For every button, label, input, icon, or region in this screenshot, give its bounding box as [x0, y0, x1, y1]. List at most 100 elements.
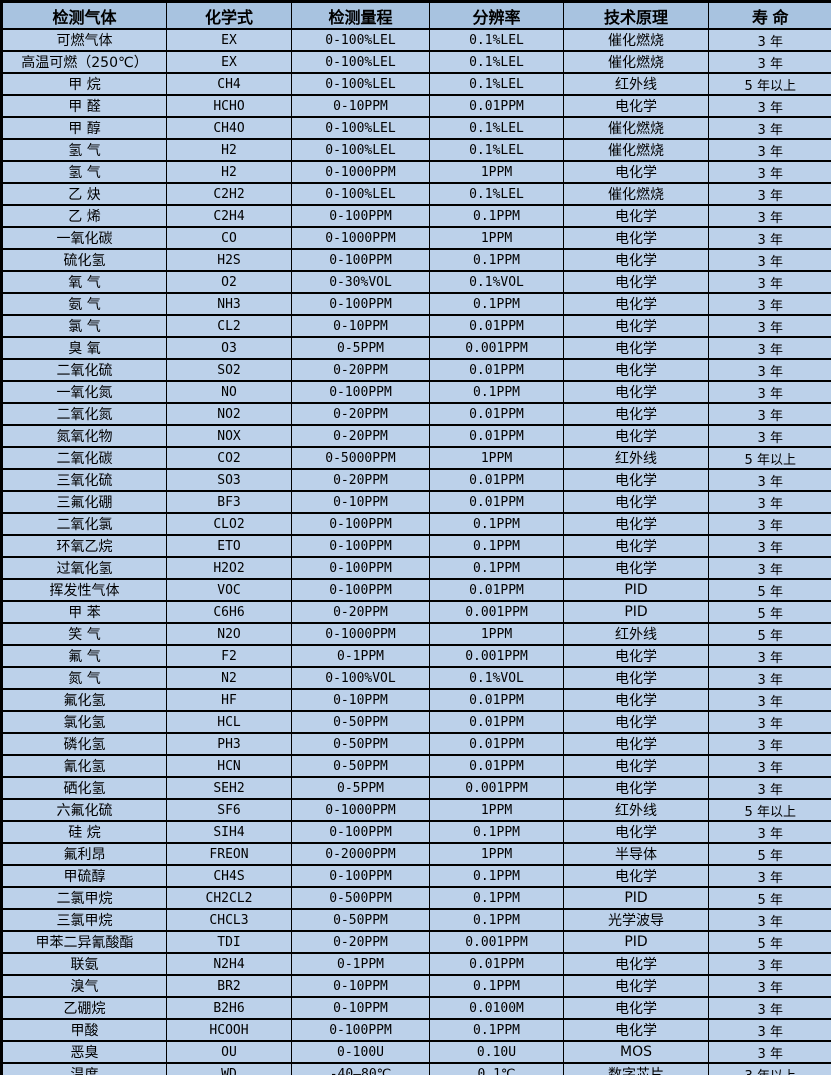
cell-range: 0-30%VOL	[291, 270, 430, 294]
cell-gas: 甲 烷	[1, 72, 167, 96]
cell-range: 0-100%LEL	[291, 28, 430, 52]
cell-range: 0-100PPM	[291, 578, 430, 602]
cell-range: 0-1000PPM	[291, 160, 430, 184]
cell-formula: N2O	[166, 622, 292, 646]
table-row: 乙 炔 C2H2 0-100%LEL 0.1%LEL 催化燃烧 3 年	[1, 182, 831, 206]
cell-range: 0-20PPM	[291, 930, 430, 954]
cell-resolution: 0.1PPM	[429, 1018, 564, 1042]
cell-principle: 催化燃烧	[563, 28, 709, 52]
cell-range: 0-10PPM	[291, 688, 430, 712]
cell-resolution: 0.1PPM	[429, 886, 564, 910]
table-row: 氟利昂 FREON 0-2000PPM 1PPM 半导体 5 年	[1, 842, 831, 866]
cell-gas: 过氧化氢	[1, 556, 167, 580]
cell-life: 3 年	[708, 358, 831, 382]
table-row: 甲 苯 C6H6 0-20PPM 0.001PPM PID 5 年	[1, 600, 831, 624]
cell-range: 0-1000PPM	[291, 622, 430, 646]
cell-gas: 氧 气	[1, 270, 167, 294]
table-row: 溴气 BR2 0-10PPM 0.1PPM 电化学 3 年	[1, 974, 831, 998]
cell-gas: 溴气	[1, 974, 167, 998]
cell-range: 0-10PPM	[291, 490, 430, 514]
cell-life: 3 年	[708, 182, 831, 206]
cell-principle: 数字芯片	[563, 1062, 709, 1075]
cell-life: 3 年	[708, 204, 831, 228]
cell-formula: H2O2	[166, 556, 292, 580]
cell-principle: 电化学	[563, 402, 709, 426]
cell-formula: PH3	[166, 732, 292, 756]
table-row: 氰化氢 HCN 0-50PPM 0.01PPM 电化学 3 年	[1, 754, 831, 778]
cell-principle: 红外线	[563, 622, 709, 646]
cell-principle: 电化学	[563, 336, 709, 360]
cell-resolution: 0.01PPM	[429, 358, 564, 382]
cell-range: 0-100PPM	[291, 248, 430, 272]
cell-resolution: 0.1PPM	[429, 908, 564, 932]
cell-range: 0-100PPM	[291, 512, 430, 536]
cell-formula: C6H6	[166, 600, 292, 624]
cell-life: 3 年	[708, 534, 831, 558]
cell-range: 0-100PPM	[291, 292, 430, 316]
cell-gas: 挥发性气体	[1, 578, 167, 602]
cell-formula: SO2	[166, 358, 292, 382]
table-row: 氢 气 H2 0-1000PPM 1PPM 电化学 3 年	[1, 160, 831, 184]
cell-formula: HCHO	[166, 94, 292, 118]
cell-resolution: 0.001PPM	[429, 644, 564, 668]
table-row: 笑 气 N2O 0-1000PPM 1PPM 红外线 5 年	[1, 622, 831, 646]
cell-principle: 电化学	[563, 160, 709, 184]
cell-resolution: 0.1PPM	[429, 820, 564, 844]
cell-principle: 电化学	[563, 996, 709, 1020]
cell-life: 5 年	[708, 842, 831, 866]
cell-formula: CL2	[166, 314, 292, 338]
cell-life: 5 年以上	[708, 72, 831, 96]
cell-gas: 联氨	[1, 952, 167, 976]
cell-range: 0-100%LEL	[291, 50, 430, 74]
cell-range: 0-100%VOL	[291, 666, 430, 690]
cell-resolution: 0.1PPM	[429, 974, 564, 998]
table-row: 一氧化氮 NO 0-100PPM 0.1PPM 电化学 3 年	[1, 380, 831, 404]
table-row: 环氧乙烷 ETO 0-100PPM 0.1PPM 电化学 3 年	[1, 534, 831, 558]
cell-gas: 氮氧化物	[1, 424, 167, 448]
cell-formula: N2H4	[166, 952, 292, 976]
cell-resolution: 0.1PPM	[429, 534, 564, 558]
cell-gas: 二氧化硫	[1, 358, 167, 382]
table-row: 二氯甲烷 CH2CL2 0-500PPM 0.1PPM PID 5 年	[1, 886, 831, 910]
cell-principle: 电化学	[563, 754, 709, 778]
cell-principle: 半导体	[563, 842, 709, 866]
cell-principle: 红外线	[563, 798, 709, 822]
cell-life: 5 年	[708, 578, 831, 602]
cell-principle: 电化学	[563, 270, 709, 294]
cell-resolution: 0.01PPM	[429, 468, 564, 492]
table-row: 一氧化碳 CO 0-1000PPM 1PPM 电化学 3 年	[1, 226, 831, 250]
column-header-principle: 技术原理	[563, 0, 709, 30]
cell-gas: 氢 气	[1, 160, 167, 184]
cell-gas: 二氧化氮	[1, 402, 167, 426]
cell-gas: 甲苯二异氰酸酯	[1, 930, 167, 954]
cell-formula: HCL	[166, 710, 292, 734]
table-row: 甲酸 HCOOH 0-100PPM 0.1PPM 电化学 3 年	[1, 1018, 831, 1042]
cell-range: 0-20PPM	[291, 600, 430, 624]
cell-gas: 氮 气	[1, 666, 167, 690]
cell-gas: 乙 炔	[1, 182, 167, 206]
cell-life: 3 年	[708, 908, 831, 932]
cell-gas: 硒化氢	[1, 776, 167, 800]
cell-principle: 电化学	[563, 644, 709, 668]
cell-resolution: 0.01PPM	[429, 578, 564, 602]
cell-gas: 甲 醛	[1, 94, 167, 118]
cell-life: 3 年以上	[708, 1062, 831, 1075]
cell-range: -40—80℃	[291, 1062, 430, 1075]
cell-principle: 电化学	[563, 974, 709, 998]
cell-range: 0-500PPM	[291, 886, 430, 910]
cell-principle: PID	[563, 886, 709, 910]
cell-range: 0-100PPM	[291, 380, 430, 404]
cell-gas: 三氯甲烷	[1, 908, 167, 932]
column-header-gas: 检测气体	[1, 0, 167, 30]
table-row: 甲 烷 CH4 0-100%LEL 0.1%LEL 红外线 5 年以上	[1, 72, 831, 96]
cell-life: 5 年	[708, 930, 831, 954]
cell-formula: B2H6	[166, 996, 292, 1020]
cell-formula: SF6	[166, 798, 292, 822]
cell-life: 3 年	[708, 974, 831, 998]
table-row: 三氯甲烷 CHCL3 0-50PPM 0.1PPM 光学波导 3 年	[1, 908, 831, 932]
cell-principle: 电化学	[563, 1018, 709, 1042]
cell-formula: EX	[166, 50, 292, 74]
table-row: 甲 醇 CH4O 0-100%LEL 0.1%LEL 催化燃烧 3 年	[1, 116, 831, 140]
